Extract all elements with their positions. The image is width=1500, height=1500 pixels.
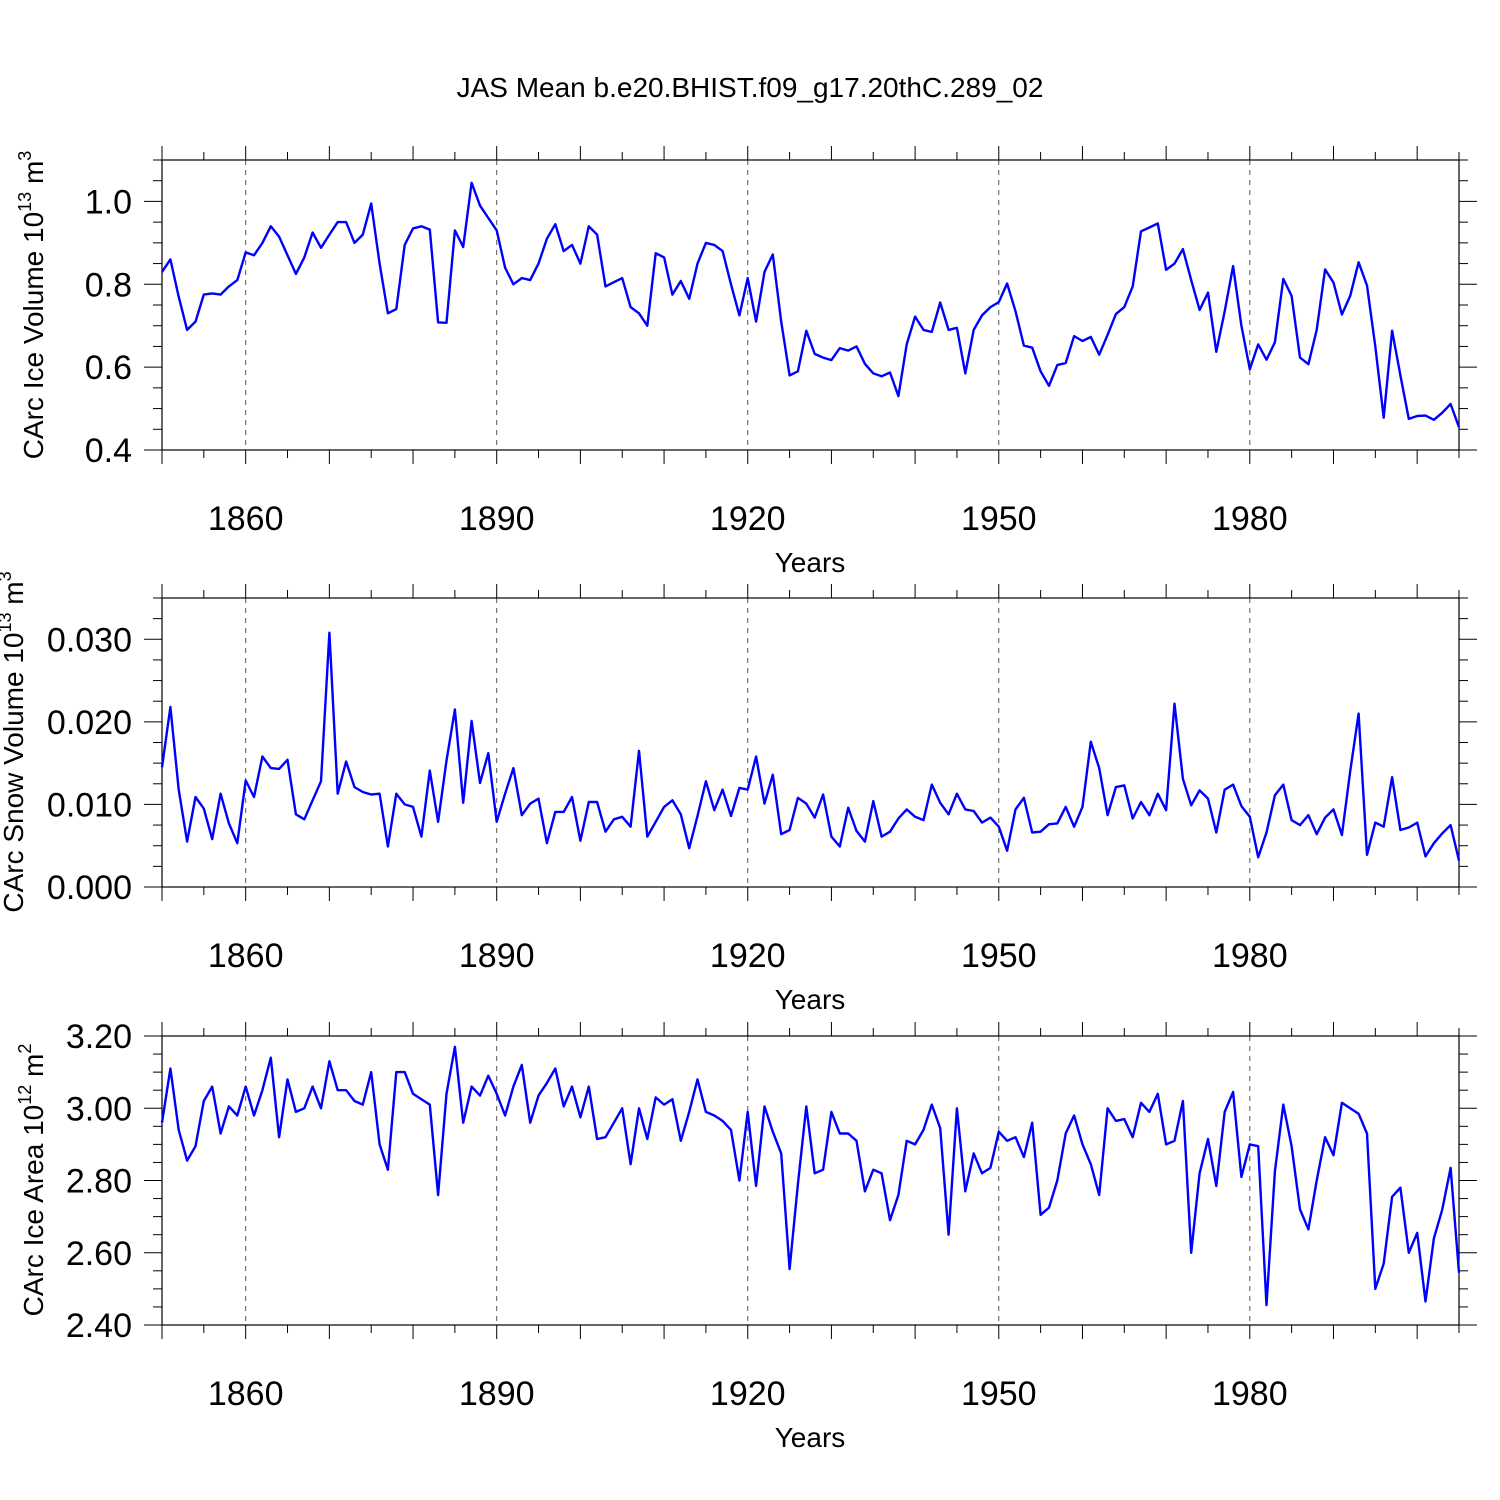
y-axis-label-unit-exponent: 3 [0,571,15,581]
x-tick-label: 1980 [1212,1375,1288,1413]
series-line-ice-volume [161,181,1461,428]
series-line-ice-area [160,1045,1461,1307]
x-tick-label: 1980 [1212,500,1288,538]
y-axis-label-text: CArc Ice Area 10 [18,1105,49,1317]
y-tick-label: 1.0 [85,183,132,221]
y-axis-label: CArc Snow Volume 1013 m3 [0,571,29,912]
panel-ice-volume: 1860 1890 1920 1950 1980 0.4 0.6 0.8 1.0 Years CAr… [15,146,1477,578]
x-tick-label: 1950 [961,937,1037,975]
y-tick-label: 3.00 [66,1090,132,1128]
x-tick-label: 1890 [459,500,535,538]
y-tick-label: 0.000 [47,869,132,907]
y-axis-label: CArc Ice Area 1012 m2 [15,1044,49,1317]
y-axis-label-unit: m [0,581,29,612]
y-axis-label-unit-exponent: 3 [15,151,35,161]
y-axis-label-exponent: 12 [15,1085,35,1105]
x-tick-label: 1860 [208,500,284,538]
x-tick-label: 1890 [459,1375,535,1413]
x-tick-label: 1860 [208,1375,284,1413]
y-axis-label-text: CArc Ice Volume 10 [18,212,49,459]
plot-frame [161,159,1460,451]
y-tick-label: 0.4 [85,432,132,470]
x-tick-label: 1890 [459,937,535,975]
x-tick-label: 1920 [710,1375,786,1413]
x-tick-label: 1860 [208,937,284,975]
y-axis-label-unit: m [18,161,49,192]
x-tick-label: 1980 [1212,937,1288,975]
y-axis-label-unit: m [18,1054,49,1085]
x-tick-label: 1950 [961,1375,1037,1413]
plot-frame [161,597,1460,888]
y-tick-label: 0.030 [47,621,132,659]
series-line-snow-volume [160,631,1461,861]
plot-frame [161,1035,1460,1326]
y-tick-label: 2.80 [66,1163,132,1201]
panel-snow-volume: 1860 1890 1920 1950 1980 0.000 0.010 0.020 0.030… [0,571,1477,1015]
y-tick-label: 0.6 [85,349,132,387]
x-axis-label: Years [775,984,846,1015]
y-axis-label-text: CArc Snow Volume 10 [0,633,29,913]
y-tick-label: 0.020 [47,704,132,742]
y-axis-label: CArc Ice Volume 1013 m3 [15,151,49,460]
y-tick-label: 0.010 [47,786,132,824]
y-axis-label-exponent: 13 [0,612,15,632]
y-axis-label-unit-exponent: 2 [15,1044,35,1054]
y-tick-label: 2.40 [66,1307,132,1345]
y-axis-label-exponent: 13 [15,192,35,212]
x-tick-label: 1920 [710,937,786,975]
x-tick-label: 1920 [710,500,786,538]
y-tick-label: 0.8 [85,266,132,304]
y-tick-label: 2.60 [66,1235,132,1273]
chart-title: JAS Mean b.e20.BHIST.f09_g17.20thC.289_0… [457,72,1044,103]
x-tick-label: 1950 [961,500,1037,538]
y-tick-label: 3.20 [66,1018,132,1056]
panel-ice-area: 1860 1890 1920 1950 1980 2.40 2.60 2.80 3.00 3.20… [15,1018,1477,1453]
x-axis-label: Years [775,1422,846,1453]
x-axis-label: Years [775,547,846,578]
